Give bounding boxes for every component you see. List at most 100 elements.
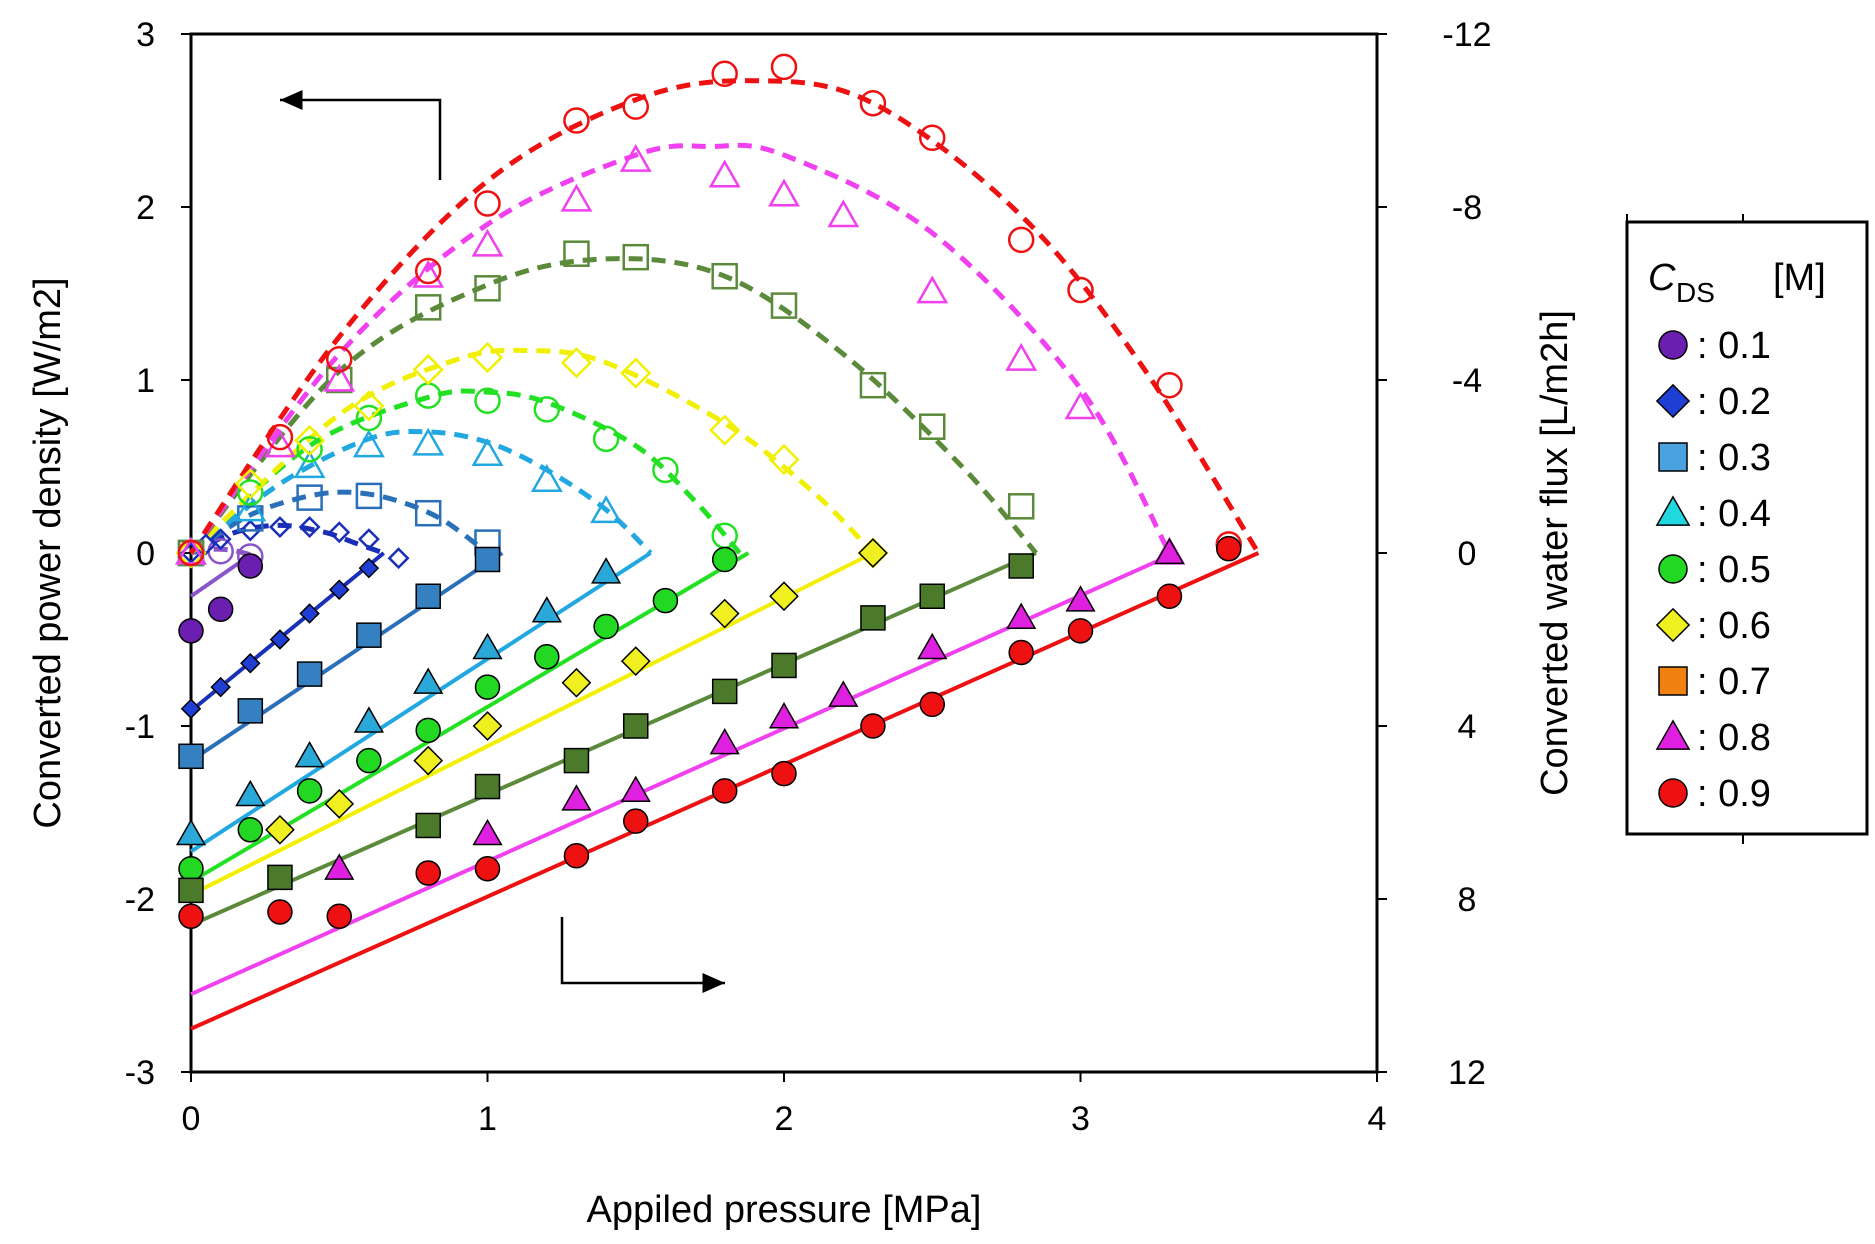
- flux-point-0.8: [620, 775, 651, 802]
- legend-marker: [1658, 554, 1688, 584]
- power-point-0.2: [357, 528, 380, 551]
- flux-point-0.6: [769, 581, 799, 612]
- y-axis-title: Converted power density [W/m2]: [27, 277, 69, 828]
- flux-point-0.9: [711, 778, 738, 804]
- flux-point-0.3: [178, 743, 204, 770]
- flux-point-0.5: [415, 717, 441, 744]
- y-tick-label: -1: [125, 708, 155, 746]
- power-point-0.9: [622, 93, 649, 120]
- y-tick-label: 1: [136, 362, 155, 400]
- power-point-0.8: [708, 159, 741, 188]
- flux-point-0.9: [267, 899, 293, 925]
- y2-tick-label: 0: [1458, 535, 1477, 573]
- power-point-0.9: [1156, 371, 1183, 399]
- power-point-0.5: [652, 456, 679, 484]
- y2-tick-label: 12: [1448, 1054, 1486, 1092]
- y2-tick-label: -8: [1452, 189, 1482, 227]
- flux-point-0.4: [591, 557, 622, 584]
- legend-marker: [1655, 495, 1691, 526]
- flux-point-0.5: [356, 747, 382, 774]
- data-points: [175, 53, 1242, 930]
- legend-label: : 0.6: [1697, 605, 1771, 647]
- power-point-0.6: [234, 468, 266, 500]
- flux-point-0.8: [561, 784, 592, 811]
- power-point-0.7: [474, 275, 501, 302]
- power-point-0.8: [1064, 391, 1097, 420]
- y-tick-label: 0: [136, 535, 155, 573]
- legend-title-sub: DS: [1676, 277, 1715, 308]
- flux-point-0.6: [413, 745, 444, 776]
- y2-tick-label: -4: [1452, 362, 1482, 400]
- y-tick-label: 3: [136, 16, 155, 54]
- flux-point-0.7: [1008, 553, 1034, 579]
- power-point-0.4: [352, 429, 385, 458]
- legend-marker: [1655, 607, 1691, 643]
- flux-point-0.7: [771, 652, 797, 679]
- flux-point-0.6: [858, 538, 888, 568]
- power-point-0.9: [859, 89, 887, 117]
- power-point-0.7: [622, 243, 649, 271]
- power-point-0.4: [530, 464, 563, 492]
- power-point-0.9: [711, 60, 738, 88]
- y2-tick-label: 4: [1458, 708, 1477, 746]
- legend-label: : 0.4: [1697, 493, 1771, 535]
- flux-fit-0.7: [190, 551, 1037, 927]
- power-point-0.3: [414, 499, 442, 527]
- power-point-0.7: [563, 240, 590, 267]
- legend-label: : 0.3: [1697, 437, 1771, 479]
- flux-point-0.4: [413, 667, 444, 694]
- power-point-0.5: [237, 479, 264, 506]
- flux-point-0.8: [1006, 602, 1037, 629]
- power-point-0.8: [916, 275, 949, 304]
- power-point-0.9: [770, 53, 798, 81]
- flux-point-0.5: [534, 644, 560, 670]
- flux-point-0.7: [711, 678, 738, 705]
- y-tick-label: -3: [125, 1054, 155, 1092]
- power-point-0.8: [263, 429, 296, 458]
- flux-point-0.7: [474, 773, 501, 800]
- flux-point-0.6: [561, 667, 592, 698]
- flux-point-0.5: [593, 613, 619, 640]
- power-point-0.6: [768, 444, 800, 476]
- power-point-0.7: [711, 262, 738, 290]
- flux-point-0.5: [237, 817, 264, 843]
- left-axis-arrow: [280, 90, 442, 180]
- power-point-0.9: [414, 257, 442, 285]
- x-tick-label: 3: [1071, 1100, 1090, 1138]
- flux-point-0.6: [620, 646, 651, 676]
- flux-point-0.9: [563, 843, 590, 869]
- power-point-0.4: [590, 495, 623, 524]
- flux-point-0.8: [828, 680, 859, 707]
- y2-axis-title: Converted water flux [L/m2h]: [1534, 310, 1576, 796]
- flux-point-0.2: [240, 653, 261, 674]
- legend-marker: [1655, 719, 1691, 750]
- power-point-0.8: [175, 536, 207, 565]
- flux-point-0.4: [531, 596, 562, 623]
- power-point-0.9: [474, 190, 501, 217]
- flux-point-0.7: [919, 583, 945, 609]
- legend-title: C: [1648, 257, 1676, 299]
- flux-point-0.9: [1216, 535, 1242, 562]
- flux-point-0.6: [265, 814, 295, 845]
- flux-point-0.6: [324, 788, 355, 819]
- power-point-0.8: [619, 143, 652, 172]
- flux-point-0.3: [415, 583, 441, 609]
- y-tick-label: -2: [125, 881, 155, 919]
- flux-point-0.9: [1008, 639, 1034, 666]
- power-point-0.5: [296, 435, 323, 463]
- power-point-0.9: [326, 345, 353, 373]
- legend-marker: [1658, 442, 1688, 472]
- power-point-0.8: [412, 259, 445, 288]
- flux-point-0.4: [235, 779, 266, 807]
- y2-tick-label: 8: [1458, 881, 1477, 919]
- power-point-0.2: [239, 519, 262, 542]
- flux-point-0.2: [269, 629, 291, 650]
- flux-point-0.5: [296, 778, 323, 804]
- flux-point-0.8: [1065, 585, 1096, 612]
- flux-point-0.5: [178, 855, 204, 882]
- legend-marker: [1658, 778, 1688, 808]
- flux-point-0.4: [175, 818, 207, 846]
- x-tick-label: 0: [182, 1100, 201, 1138]
- flux-point-0.4: [353, 706, 384, 733]
- flux-point-0.3: [237, 698, 264, 724]
